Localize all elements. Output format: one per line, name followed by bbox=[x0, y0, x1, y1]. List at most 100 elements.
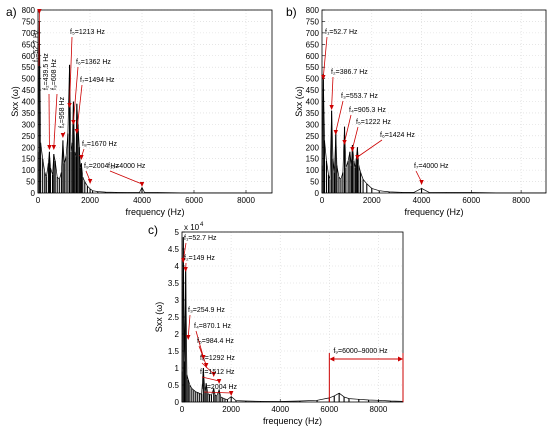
panel-label-c: c) bbox=[148, 223, 158, 237]
y-tick-label: 500 bbox=[306, 75, 320, 84]
peak-label: f₈=2004 Hz bbox=[202, 384, 238, 391]
spectrum-line bbox=[181, 237, 404, 402]
y-axis-label: Sxx (ω) bbox=[154, 302, 164, 333]
peak-arrowhead bbox=[342, 140, 347, 145]
y-tick-label: 50 bbox=[310, 178, 319, 187]
peak-arrowhead bbox=[216, 379, 222, 384]
peak-arrowhead bbox=[419, 180, 424, 185]
y-tick-label: 100 bbox=[22, 166, 36, 175]
peak-arrow-shaft bbox=[187, 314, 191, 338]
x-tick-label: 4000 bbox=[133, 196, 151, 205]
peak-label: f₄=870.1 Hz bbox=[194, 323, 231, 330]
peak-arrowhead bbox=[60, 133, 66, 138]
peak-arrowhead bbox=[329, 105, 334, 110]
peak-arrow-shaft bbox=[73, 66, 79, 123]
y-axis-exponent: 4 bbox=[200, 222, 204, 228]
y-tick-label: 2 bbox=[175, 330, 180, 339]
peak-arrow-shaft bbox=[195, 330, 204, 358]
peak-label: f₃=553.7 Hz bbox=[341, 93, 378, 100]
peak-arrow-shaft bbox=[53, 93, 58, 148]
peak-arrowhead bbox=[37, 9, 42, 14]
y-tick-label: 700 bbox=[22, 29, 36, 38]
spectrum-line bbox=[37, 21, 272, 194]
peak-arrow-shaft bbox=[198, 345, 207, 366]
y-tick-label: 750 bbox=[22, 17, 36, 26]
x-tick-label: 0 bbox=[36, 196, 41, 205]
peak-arrowhead bbox=[203, 363, 209, 368]
y-tick-label: 3 bbox=[175, 296, 180, 305]
y-tick-label: 1.5 bbox=[168, 347, 180, 356]
y-tick-label: 650 bbox=[22, 40, 36, 49]
y-tick-label: 0.5 bbox=[168, 381, 180, 390]
peak-label: f₁=52.7 Hz bbox=[325, 29, 358, 36]
peak-arrowhead bbox=[51, 145, 57, 150]
peak-label: f₂=439.5 Hz bbox=[43, 53, 50, 90]
y-tick-label: 1 bbox=[175, 364, 180, 373]
peak-arrow-shaft bbox=[344, 114, 352, 143]
x-tick-label: 6000 bbox=[185, 196, 203, 205]
peak-arrowhead bbox=[71, 120, 76, 125]
y-tick-label: 450 bbox=[306, 86, 320, 95]
peak-label: f₆=1424 Hz bbox=[380, 132, 415, 139]
peak-arrow-shaft bbox=[203, 391, 232, 394]
y-tick-label: 300 bbox=[22, 120, 36, 129]
peak-label: f₂=386.7 Hz bbox=[331, 69, 368, 76]
y-tick-label: 550 bbox=[306, 63, 320, 72]
panel-label-b: b) bbox=[286, 5, 297, 19]
x-axis-label: frequency (Hz) bbox=[404, 207, 463, 217]
peak-arrow-shaft bbox=[201, 376, 220, 382]
peak-arrow-shaft bbox=[76, 84, 83, 132]
peak-arrowhead bbox=[87, 179, 93, 184]
y-tick-label: 4.5 bbox=[168, 245, 180, 254]
peak-label: f₄=958 Hz bbox=[59, 96, 66, 128]
panel-label-a: a) bbox=[6, 5, 17, 19]
peak-arrowhead bbox=[47, 145, 52, 150]
x-axis-label: frequency (Hz) bbox=[125, 207, 184, 217]
peak-label: f₃=254.9 Hz bbox=[188, 307, 225, 314]
y-tick-label: 500 bbox=[22, 75, 36, 84]
y-tick-label: 600 bbox=[306, 52, 320, 61]
peak-label: f₅=1213 Hz bbox=[70, 29, 105, 36]
peak-label: f₅=1222 Hz bbox=[356, 119, 391, 126]
peak-arrowhead bbox=[67, 103, 72, 108]
peak-label: f₈=1670 Hz bbox=[82, 141, 118, 148]
x-tick-label: 8000 bbox=[237, 196, 255, 205]
peak-arrowhead bbox=[139, 182, 145, 187]
peak-arrow-shaft bbox=[331, 76, 334, 108]
peak-label: f₃=608 Hz bbox=[51, 58, 58, 90]
x-tick-label: 0 bbox=[320, 196, 325, 205]
chart-panel-c: 0 2000 4000 6000 8000 0 0.5 1 1.5 2 2.5 3 3.5 4 4.5 5 fr… bbox=[154, 222, 404, 426]
y-tick-label: 550 bbox=[22, 63, 36, 72]
y-tick-label: 800 bbox=[306, 6, 320, 15]
y-tick-label: 3.5 bbox=[168, 279, 180, 288]
y-tick-label: 200 bbox=[22, 143, 36, 152]
y-tick-label: 250 bbox=[22, 132, 36, 141]
peak-label: f₇=1512 Hz bbox=[200, 369, 235, 376]
band-arrow-right bbox=[398, 356, 403, 362]
y-tick-label: 250 bbox=[306, 132, 320, 141]
peak-arrowhead bbox=[211, 372, 216, 377]
spectrum-line bbox=[321, 73, 546, 194]
peak-arrow-shaft bbox=[352, 126, 359, 150]
peak-arrowhead bbox=[181, 258, 186, 263]
y-tick-label: 4 bbox=[175, 262, 180, 271]
x-tick-label: 2000 bbox=[222, 405, 240, 414]
y-tick-label: 750 bbox=[306, 17, 320, 26]
y-tick-label: 350 bbox=[306, 109, 320, 118]
x-tick-label: 8000 bbox=[512, 196, 530, 205]
x-tick-label: 2000 bbox=[363, 196, 381, 205]
peak-arrowhead bbox=[350, 147, 355, 152]
y-tick-label: 100 bbox=[306, 166, 320, 175]
y-tick-label: 50 bbox=[26, 178, 35, 187]
peak-arrowhead bbox=[186, 335, 191, 340]
y-tick-label: 650 bbox=[306, 40, 320, 49]
peak-label: f₁=52.7 Hz bbox=[33, 29, 40, 62]
peak-arrowhead bbox=[355, 155, 360, 160]
y-tick-label: 200 bbox=[306, 143, 320, 152]
y-tick-label: 5 bbox=[175, 228, 180, 237]
peak-arrowhead bbox=[333, 130, 338, 135]
peak-arrowhead bbox=[74, 129, 80, 134]
peak-arrow-shaft bbox=[69, 36, 73, 106]
x-tick-label: 8000 bbox=[370, 405, 388, 414]
